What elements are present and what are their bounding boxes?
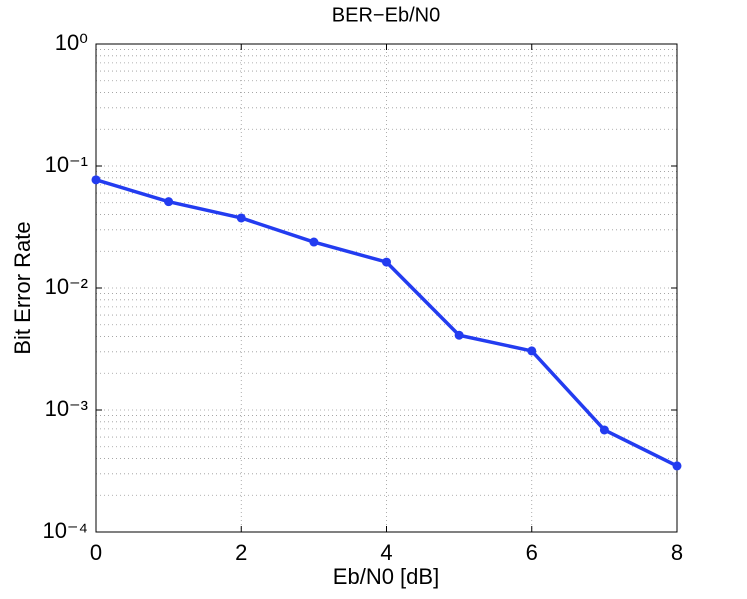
- x-tick-label: 4: [380, 540, 392, 565]
- x-tick-label: 8: [671, 540, 683, 565]
- marker: [382, 257, 391, 267]
- chart-title: BER−Eb/N0: [332, 4, 440, 26]
- x-tick-label: 0: [90, 540, 102, 565]
- y-tick-label: 10⁻²: [45, 274, 88, 299]
- marker: [454, 330, 464, 340]
- plot-frame: [95, 43, 678, 533]
- x-tick-label: 2: [235, 540, 247, 565]
- marker: [599, 425, 609, 435]
- x-axis-label: Eb/N0 [dB]: [333, 564, 439, 589]
- y-tick-label: 10⁻⁴: [42, 518, 88, 543]
- marker: [236, 213, 246, 223]
- marker: [672, 461, 682, 471]
- y-tick-label: 10⁻³: [45, 396, 88, 421]
- y-axis-label: Bit Error Rate: [10, 221, 35, 354]
- y-tick-label: 10⁻¹: [45, 152, 88, 177]
- marker: [309, 237, 319, 247]
- x-tick-label: 6: [526, 540, 538, 565]
- marker: [527, 346, 537, 356]
- marker: [164, 197, 174, 207]
- y-tick-label: 10⁰: [55, 30, 88, 55]
- marker: [91, 175, 101, 185]
